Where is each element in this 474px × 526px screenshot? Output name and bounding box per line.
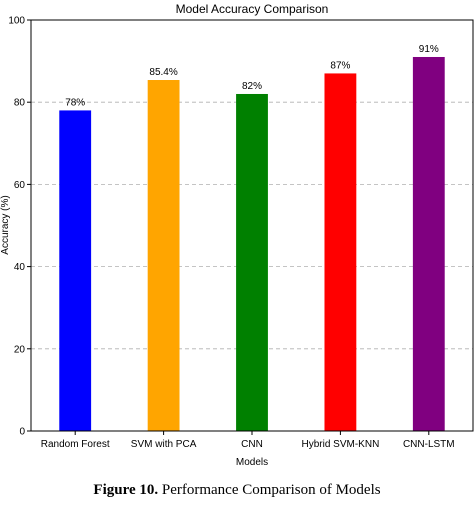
x-tick-label: Random Forest xyxy=(41,439,110,450)
figure-caption: Figure 10. Performance Comparison of Mod… xyxy=(0,482,474,499)
ticks: 0 20 40 60 80 100 Random Forest SVM with PCA CNN… xyxy=(8,16,454,451)
bar-value-labels: 78% 85.4% 82% 87% 91% xyxy=(65,44,439,108)
bar-chart: Model Accuracy Comparison Models Accurac… xyxy=(0,2,474,468)
bar xyxy=(324,73,357,432)
y-tick-label: 60 xyxy=(14,180,26,191)
x-axis-title: Models xyxy=(236,457,268,468)
caption-text: Performance Comparison of Models xyxy=(161,482,381,498)
bar-value-label: 82% xyxy=(242,81,262,92)
y-tick-label: 0 xyxy=(19,427,25,438)
bar xyxy=(147,80,180,432)
y-tick-label: 80 xyxy=(14,98,26,109)
bar-value-label: 78% xyxy=(65,97,85,108)
bar-value-label: 85.4% xyxy=(149,67,177,78)
x-tick-label: SVM with PCA xyxy=(131,439,197,450)
chart-title: Model Accuracy Comparison xyxy=(176,2,329,16)
bar-value-label: 87% xyxy=(330,60,350,71)
bar xyxy=(59,110,92,432)
bars xyxy=(59,56,445,432)
bar-value-label: 91% xyxy=(419,44,439,55)
bar xyxy=(412,56,445,432)
y-tick-label: 100 xyxy=(8,16,25,27)
caption-label: Figure 10. xyxy=(93,482,159,498)
bar xyxy=(236,93,268,431)
x-tick-label: CNN-LSTM xyxy=(403,439,455,450)
y-axis-title: Accuracy (%) xyxy=(0,195,11,254)
x-tick-label: Hybrid SVM-KNN xyxy=(302,439,380,450)
y-tick-label: 40 xyxy=(14,262,26,273)
y-tick-label: 20 xyxy=(14,344,26,355)
x-tick-label: CNN xyxy=(241,439,263,450)
